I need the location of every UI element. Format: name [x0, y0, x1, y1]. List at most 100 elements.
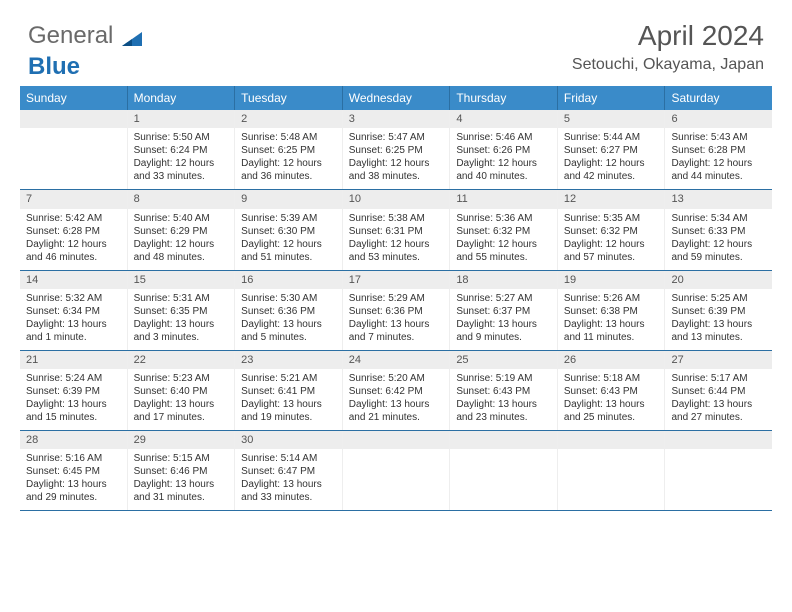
sunset-text: Sunset: 6:33 PM: [671, 225, 766, 238]
sunrise-text: Sunrise: 5:34 AM: [671, 212, 766, 225]
sunset-text: Sunset: 6:32 PM: [456, 225, 551, 238]
calendar-day-cell: 23Sunrise: 5:21 AMSunset: 6:41 PMDayligh…: [235, 351, 343, 430]
calendar-day-cell: 18Sunrise: 5:27 AMSunset: 6:37 PMDayligh…: [450, 271, 558, 350]
daylight-text: Daylight: 13 hours and 7 minutes.: [349, 318, 444, 344]
day-number: [20, 110, 127, 128]
day-number: 25: [450, 351, 557, 369]
day-number: 1: [128, 110, 235, 128]
day-number: 3: [343, 110, 450, 128]
day-cell-body: Sunrise: 5:29 AMSunset: 6:36 PMDaylight:…: [343, 289, 450, 350]
calendar-day-cell: 11Sunrise: 5:36 AMSunset: 6:32 PMDayligh…: [450, 190, 558, 269]
sunrise-text: Sunrise: 5:40 AM: [134, 212, 229, 225]
location-subtitle: Setouchi, Okayama, Japan: [572, 56, 764, 74]
daylight-text: Daylight: 12 hours and 51 minutes.: [241, 238, 336, 264]
sunrise-text: Sunrise: 5:16 AM: [26, 452, 121, 465]
brand-part2: Blue: [28, 53, 80, 80]
sunset-text: Sunset: 6:43 PM: [564, 385, 659, 398]
daylight-text: Daylight: 13 hours and 3 minutes.: [134, 318, 229, 344]
day-cell-body: Sunrise: 5:42 AMSunset: 6:28 PMDaylight:…: [20, 209, 127, 270]
day-number: 5: [558, 110, 665, 128]
calendar-day-cell: 12Sunrise: 5:35 AMSunset: 6:32 PMDayligh…: [558, 190, 666, 269]
sunrise-text: Sunrise: 5:39 AM: [241, 212, 336, 225]
sunset-text: Sunset: 6:44 PM: [671, 385, 766, 398]
calendar-day-cell: 29Sunrise: 5:15 AMSunset: 6:46 PMDayligh…: [128, 431, 236, 510]
calendar-day-cell: 7Sunrise: 5:42 AMSunset: 6:28 PMDaylight…: [20, 190, 128, 269]
day-cell-body: Sunrise: 5:18 AMSunset: 6:43 PMDaylight:…: [558, 369, 665, 430]
day-number: 10: [343, 190, 450, 208]
calendar-day-cell: 24Sunrise: 5:20 AMSunset: 6:42 PMDayligh…: [343, 351, 451, 430]
day-number: 7: [20, 190, 127, 208]
calendar-day-cell: 13Sunrise: 5:34 AMSunset: 6:33 PMDayligh…: [665, 190, 772, 269]
day-number: 30: [235, 431, 342, 449]
calendar-week-row: 21Sunrise: 5:24 AMSunset: 6:39 PMDayligh…: [20, 351, 772, 431]
calendar-day-cell: 8Sunrise: 5:40 AMSunset: 6:29 PMDaylight…: [128, 190, 236, 269]
calendar-day-cell: 19Sunrise: 5:26 AMSunset: 6:38 PMDayligh…: [558, 271, 666, 350]
daylight-text: Daylight: 12 hours and 55 minutes.: [456, 238, 551, 264]
sunrise-text: Sunrise: 5:38 AM: [349, 212, 444, 225]
brand-part1: General: [28, 22, 113, 49]
calendar-day-cell: 28Sunrise: 5:16 AMSunset: 6:45 PMDayligh…: [20, 431, 128, 510]
calendar-day-cell: 15Sunrise: 5:31 AMSunset: 6:35 PMDayligh…: [128, 271, 236, 350]
day-cell-body: Sunrise: 5:26 AMSunset: 6:38 PMDaylight:…: [558, 289, 665, 350]
day-number: 28: [20, 431, 127, 449]
calendar-week-row: 1Sunrise: 5:50 AMSunset: 6:24 PMDaylight…: [20, 110, 772, 190]
day-of-week-header: Thursday: [450, 86, 558, 110]
sunset-text: Sunset: 6:46 PM: [134, 465, 229, 478]
daylight-text: Daylight: 13 hours and 27 minutes.: [671, 398, 766, 424]
day-of-week-header: Monday: [128, 86, 236, 110]
day-of-week-header: Tuesday: [235, 86, 343, 110]
sunrise-text: Sunrise: 5:48 AM: [241, 131, 336, 144]
calendar-day-cell: 27Sunrise: 5:17 AMSunset: 6:44 PMDayligh…: [665, 351, 772, 430]
calendar-day-cell: 30Sunrise: 5:14 AMSunset: 6:47 PMDayligh…: [235, 431, 343, 510]
daylight-text: Daylight: 12 hours and 46 minutes.: [26, 238, 121, 264]
calendar-day-cell: [343, 431, 451, 510]
day-number: 2: [235, 110, 342, 128]
day-number: 12: [558, 190, 665, 208]
sunrise-text: Sunrise: 5:35 AM: [564, 212, 659, 225]
sunset-text: Sunset: 6:29 PM: [134, 225, 229, 238]
sunrise-text: Sunrise: 5:44 AM: [564, 131, 659, 144]
calendar-day-cell: 1Sunrise: 5:50 AMSunset: 6:24 PMDaylight…: [128, 110, 236, 189]
day-number: 17: [343, 271, 450, 289]
day-number: 4: [450, 110, 557, 128]
calendar-grid: SundayMondayTuesdayWednesdayThursdayFrid…: [20, 86, 772, 511]
sunset-text: Sunset: 6:28 PM: [26, 225, 121, 238]
daylight-text: Daylight: 13 hours and 15 minutes.: [26, 398, 121, 424]
day-number: 26: [558, 351, 665, 369]
day-cell-body: Sunrise: 5:32 AMSunset: 6:34 PMDaylight:…: [20, 289, 127, 350]
sunrise-text: Sunrise: 5:47 AM: [349, 131, 444, 144]
daylight-text: Daylight: 13 hours and 21 minutes.: [349, 398, 444, 424]
day-number: 18: [450, 271, 557, 289]
calendar-week-row: 28Sunrise: 5:16 AMSunset: 6:45 PMDayligh…: [20, 431, 772, 511]
day-cell-body: Sunrise: 5:24 AMSunset: 6:39 PMDaylight:…: [20, 369, 127, 430]
calendar-day-cell: 14Sunrise: 5:32 AMSunset: 6:34 PMDayligh…: [20, 271, 128, 350]
daylight-text: Daylight: 13 hours and 17 minutes.: [134, 398, 229, 424]
daylight-text: Daylight: 12 hours and 48 minutes.: [134, 238, 229, 264]
day-of-week-header: Sunday: [20, 86, 128, 110]
brand-logo: General Blue: [28, 22, 142, 81]
calendar-day-cell: 21Sunrise: 5:24 AMSunset: 6:39 PMDayligh…: [20, 351, 128, 430]
calendar-day-cell: 25Sunrise: 5:19 AMSunset: 6:43 PMDayligh…: [450, 351, 558, 430]
sunset-text: Sunset: 6:47 PM: [241, 465, 336, 478]
day-number: [450, 431, 557, 449]
calendar-day-cell: 22Sunrise: 5:23 AMSunset: 6:40 PMDayligh…: [128, 351, 236, 430]
sunrise-text: Sunrise: 5:25 AM: [671, 292, 766, 305]
sunset-text: Sunset: 6:27 PM: [564, 144, 659, 157]
sunset-text: Sunset: 6:39 PM: [671, 305, 766, 318]
sunrise-text: Sunrise: 5:42 AM: [26, 212, 121, 225]
sunset-text: Sunset: 6:28 PM: [671, 144, 766, 157]
day-cell-body: Sunrise: 5:46 AMSunset: 6:26 PMDaylight:…: [450, 128, 557, 189]
calendar-day-cell: 2Sunrise: 5:48 AMSunset: 6:25 PMDaylight…: [235, 110, 343, 189]
day-of-week-header: Friday: [558, 86, 666, 110]
calendar-day-cell: [558, 431, 666, 510]
calendar-day-cell: 6Sunrise: 5:43 AMSunset: 6:28 PMDaylight…: [665, 110, 772, 189]
day-cell-body: Sunrise: 5:48 AMSunset: 6:25 PMDaylight:…: [235, 128, 342, 189]
sunrise-text: Sunrise: 5:24 AM: [26, 372, 121, 385]
day-number: 13: [665, 190, 772, 208]
day-cell-body: Sunrise: 5:20 AMSunset: 6:42 PMDaylight:…: [343, 369, 450, 430]
calendar-week-row: 7Sunrise: 5:42 AMSunset: 6:28 PMDaylight…: [20, 190, 772, 270]
day-number: 19: [558, 271, 665, 289]
sunset-text: Sunset: 6:42 PM: [349, 385, 444, 398]
daylight-text: Daylight: 13 hours and 23 minutes.: [456, 398, 551, 424]
calendar-day-cell: 9Sunrise: 5:39 AMSunset: 6:30 PMDaylight…: [235, 190, 343, 269]
